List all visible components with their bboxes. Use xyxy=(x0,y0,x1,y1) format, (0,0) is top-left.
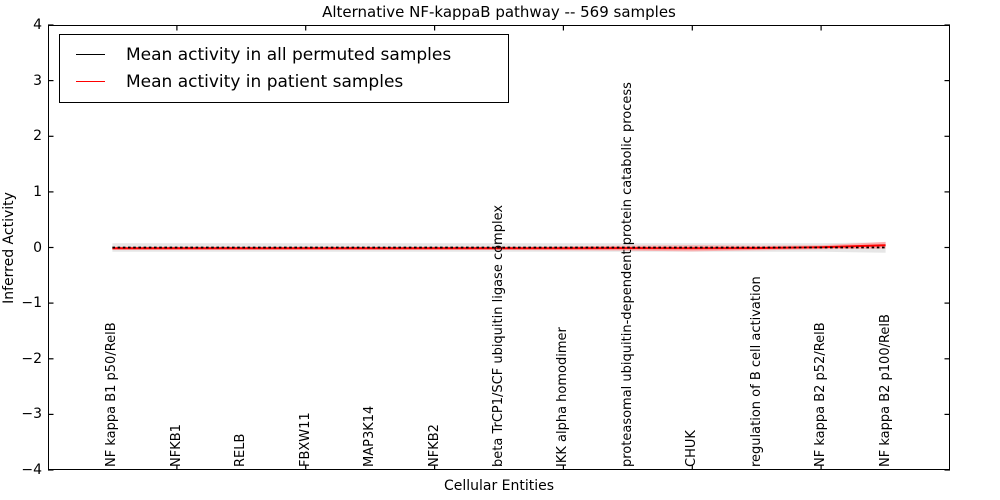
legend-line-permuted-icon xyxy=(76,54,105,55)
x-tick-label: NFKB2 xyxy=(426,424,442,467)
y-tick-label: 3 xyxy=(33,72,42,89)
x-tick-label: CHUK xyxy=(684,430,700,467)
y-tick-label: −3 xyxy=(21,406,42,423)
x-tick-label: RELB xyxy=(233,433,249,467)
y-tick-label: −4 xyxy=(21,462,42,478)
x-tick-label: proteasomal ubiquitin-dependent protein … xyxy=(619,82,635,467)
legend-label-patient: Mean activity in patient samples xyxy=(126,71,404,92)
x-tick-label: IKK alpha homodimer xyxy=(555,327,571,467)
x-tick-label: NFKB1 xyxy=(168,424,184,467)
y-tick-label: −1 xyxy=(21,295,42,312)
legend-row-patient: Mean activity in patient samples xyxy=(60,68,508,95)
x-tick-label: NF kappa B1 p50/RelB xyxy=(104,322,120,467)
x-tick-label: FBXW11 xyxy=(297,412,313,467)
x-tick-label: NF kappa B2 p52/RelB xyxy=(813,322,829,467)
y-tick-label: −2 xyxy=(21,350,42,367)
legend-line-patient-icon xyxy=(76,81,105,82)
plot-canvas xyxy=(48,24,950,471)
x-tick-label: beta TrCP1/SCF ubiquitin ligase complex xyxy=(491,204,506,467)
x-axis-label: Cellular Entities xyxy=(443,478,555,494)
legend-row-permuted: Mean activity in all permuted samples xyxy=(60,41,508,68)
x-tick-label: NF kappa B2 p100/RelB xyxy=(877,314,893,467)
x-tick-label: regulation of B cell activation xyxy=(748,276,764,467)
y-tick-label: 0 xyxy=(33,239,42,256)
legend: Mean activity in all permuted samples Me… xyxy=(59,34,509,103)
y-tick-label: 2 xyxy=(33,128,42,145)
legend-label-permuted: Mean activity in all permuted samples xyxy=(126,44,452,65)
x-tick-label: MAP3K14 xyxy=(362,405,378,467)
chart-title: Alternative NF-kappaB pathway -- 569 sam… xyxy=(322,3,676,21)
y-tick-label: 1 xyxy=(33,183,42,200)
y-tick-label: 4 xyxy=(33,17,42,33)
